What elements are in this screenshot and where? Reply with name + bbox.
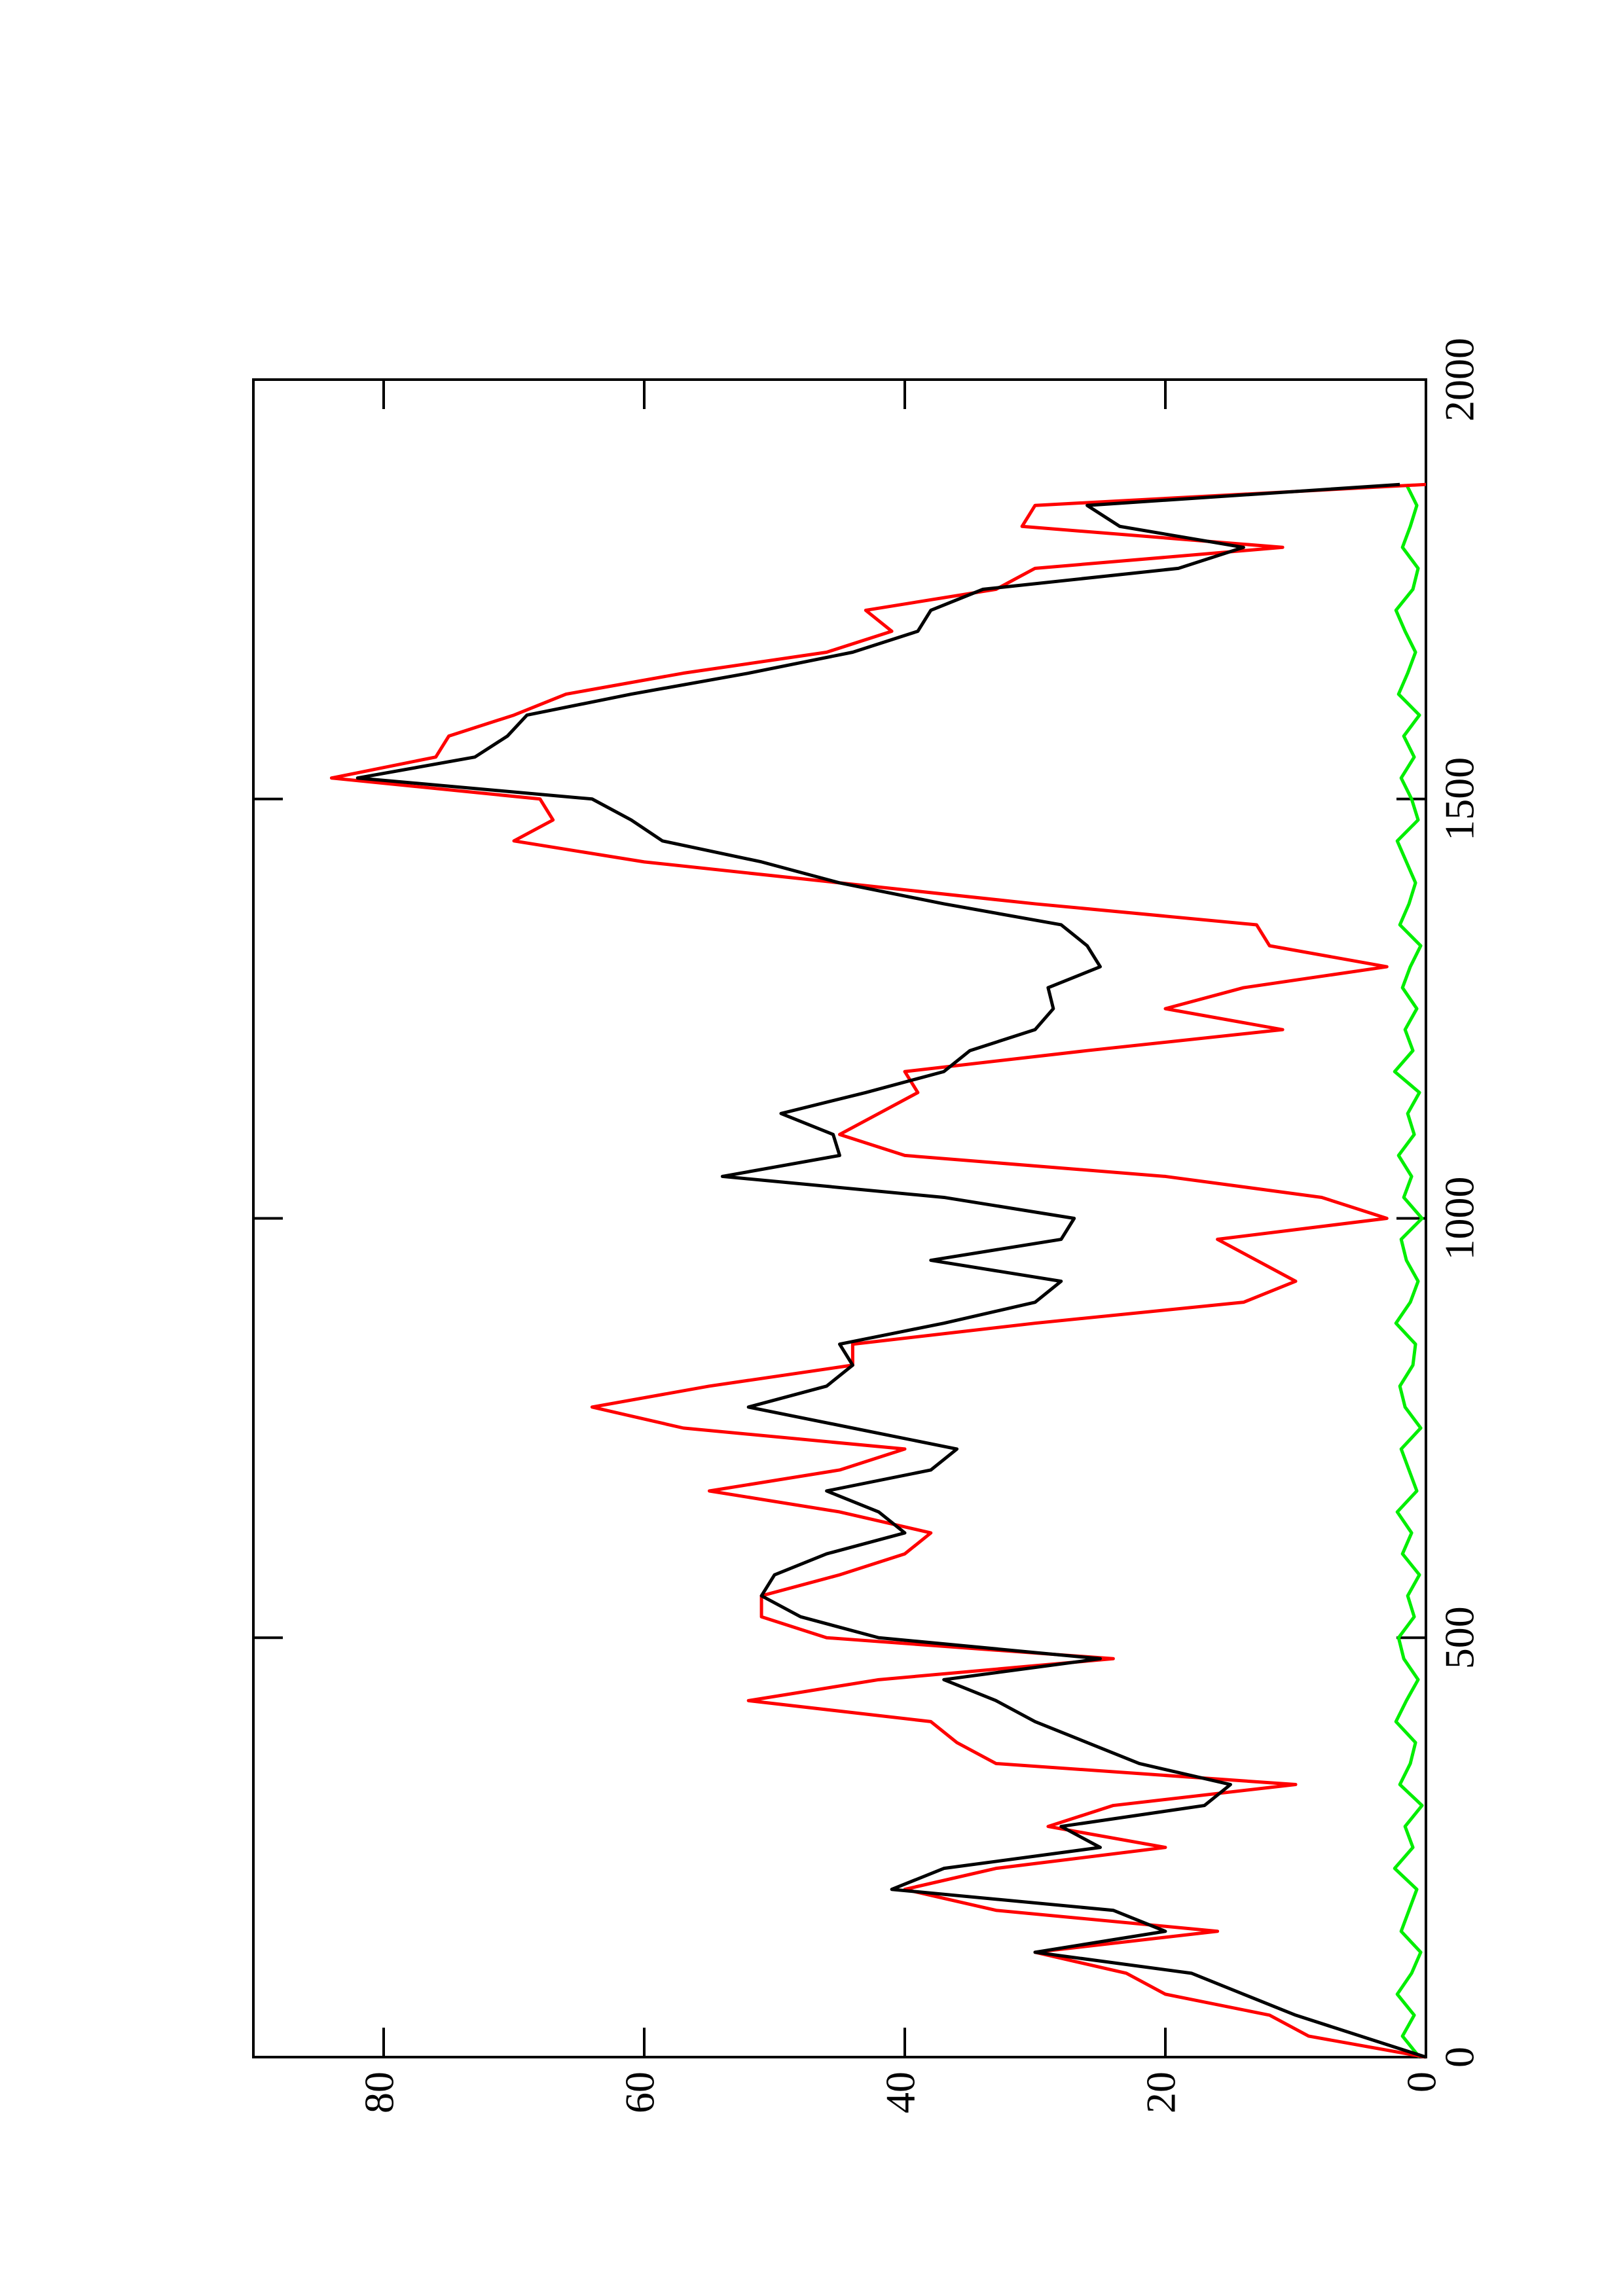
series-line [356, 482, 1427, 2059]
y-tick-label: 40 [877, 2072, 924, 2113]
rotated-plot: 0 20 40 60 80 0 500 1000 1500 2000 [252, 338, 1483, 2113]
series-line [1393, 484, 1424, 2058]
y-tick-label: 20 [1138, 2072, 1184, 2113]
plot-frame [252, 378, 1427, 2058]
y-tick-label: 80 [356, 2072, 403, 2113]
x-tick-label: 0 [1436, 2047, 1483, 2068]
x-tick-label: 1000 [1436, 1177, 1483, 1261]
x-tick-label: 2000 [1436, 338, 1483, 422]
series-line [329, 482, 1427, 2059]
y-tick-label: 60 [617, 2072, 663, 2113]
y-tick-label: 0 [1398, 2072, 1445, 2092]
x-tick-label: 500 [1436, 1606, 1483, 1669]
x-tick-label: 1500 [1436, 757, 1483, 841]
